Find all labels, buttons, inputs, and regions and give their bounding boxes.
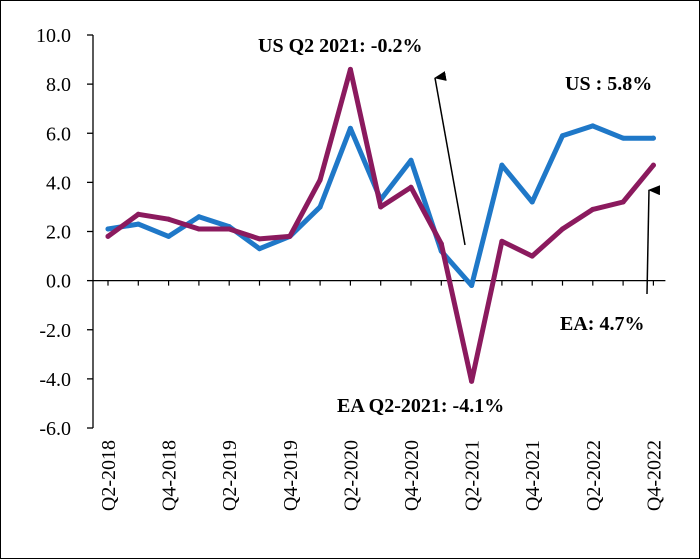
y-tick-label: 0.0 [46, 271, 71, 293]
x-tick-label: Q4-2022 [643, 440, 665, 511]
x-tick-label: Q4-2018 [159, 440, 181, 511]
data-point-us [166, 233, 172, 239]
series-lines [105, 66, 656, 384]
y-tick-label: 4.0 [46, 172, 71, 194]
x-tick-label: Q2-2018 [98, 440, 120, 511]
data-point-ea [287, 233, 293, 239]
data-point-us [590, 123, 596, 129]
data-point-us [347, 125, 353, 131]
us-q2-2021-arrow [434, 71, 466, 246]
x-tick-label: Q4-2020 [401, 440, 423, 511]
y-tick-label: -4.0 [39, 369, 71, 391]
ea-latest-arrow [646, 185, 661, 295]
data-point-ea [499, 238, 505, 244]
data-point-ea [105, 233, 111, 239]
data-point-ea [135, 211, 141, 217]
data-point-ea [590, 206, 596, 212]
y-tick-label: -2.0 [39, 320, 71, 342]
data-point-us [529, 199, 535, 205]
data-point-ea [650, 162, 656, 168]
data-point-ea [317, 177, 323, 183]
data-point-ea [529, 253, 535, 259]
y-tick-label: 6.0 [46, 123, 71, 145]
x-tick-label: Q2-2020 [340, 440, 362, 511]
y-tick-label: 8.0 [46, 74, 71, 96]
y-tick-label: 2.0 [46, 222, 71, 244]
x-tick-label: Q2-2019 [219, 440, 241, 511]
data-point-us [257, 246, 262, 252]
annotation-us-q2-2021: US Q2 2021: -0.2% [258, 35, 422, 57]
y-axis: 10.0 8.0 6.0 4.0 2.0 0.0 -2.0 -4.0 -6.0 [36, 25, 94, 440]
annotation-ea-q2-2021: EA Q2-2021: -4.1% [337, 395, 504, 417]
x-tick-label: Q2-2022 [583, 440, 605, 511]
data-point-us [317, 204, 323, 210]
data-point-us [135, 221, 141, 227]
data-point-ea [257, 236, 262, 242]
y-tick-label: 10.0 [36, 25, 71, 47]
data-point-ea [560, 226, 565, 232]
data-point-us [499, 162, 505, 168]
data-point-us [560, 133, 565, 139]
data-point-ea [166, 216, 172, 222]
data-point-us [105, 226, 111, 232]
data-point-ea [347, 66, 353, 72]
data-point-us [620, 135, 626, 141]
data-point-us [408, 157, 414, 163]
y-tick-label: -6.0 [39, 418, 71, 440]
annotation-us-latest: US : 5.8% [565, 73, 652, 95]
data-point-us [650, 135, 656, 141]
x-tick-label: Q4-2021 [522, 440, 544, 511]
data-point-ea [226, 226, 232, 232]
x-tick-label: Q2-2021 [462, 440, 484, 511]
annotation-ea-latest: EA: 4.7% [560, 313, 644, 335]
data-point-ea [469, 378, 475, 384]
data-point-ea [438, 241, 444, 247]
data-point-ea [378, 204, 384, 210]
data-point-us [196, 214, 202, 220]
data-point-us [469, 283, 475, 289]
x-axis: Q2-2018 Q4-2018 Q2-2019 Q4-2019 Q2-2020 Q4-20… [93, 279, 666, 511]
data-point-ea [620, 199, 626, 205]
data-point-ea [196, 226, 202, 232]
x-tick-label: Q4-2019 [280, 440, 302, 511]
data-point-ea [408, 184, 414, 190]
